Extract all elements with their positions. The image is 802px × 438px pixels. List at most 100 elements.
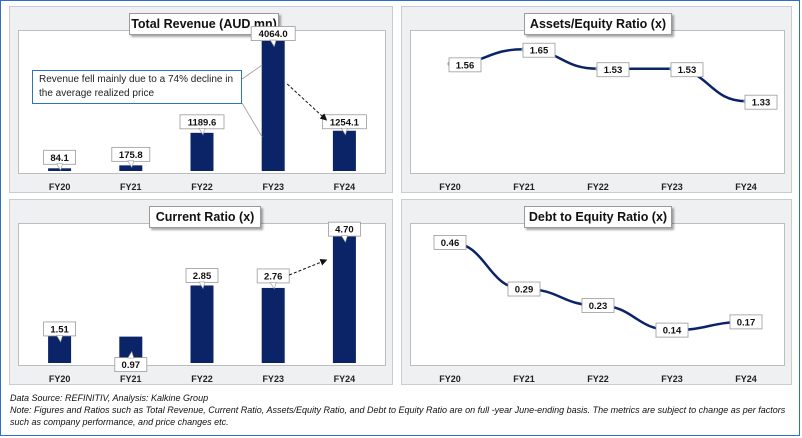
data-label-group: 2.85	[185, 268, 219, 290]
data-label-pointer	[340, 235, 348, 243]
data-label: 2.85	[193, 271, 212, 282]
data-label-pointer	[127, 350, 135, 359]
data-label-box	[670, 62, 704, 78]
data-label: 0.14	[663, 326, 682, 337]
data-label-group: 0.97	[114, 350, 148, 373]
x-tick-label: FY21	[120, 182, 142, 192]
current-ratio-chart-title: Current Ratio (x)	[149, 206, 261, 228]
data-label-group: 4.70	[327, 221, 361, 243]
data-label: 0.46	[441, 238, 460, 249]
assets-equity-plot-area	[410, 30, 785, 174]
x-tick-label: FY24	[334, 182, 356, 192]
data-label-group: 1.65	[522, 42, 556, 58]
revenue-panel: Total Revenue (AUD mn) FY20 FY21 FY22 FY23 F…	[9, 6, 393, 193]
x-tick-label: FY23	[262, 374, 284, 384]
bar	[119, 336, 143, 363]
data-label-box	[581, 298, 615, 313]
data-label-pointer	[198, 128, 206, 136]
data-label: 1.33	[752, 98, 771, 109]
data-label: 1.51	[50, 324, 69, 335]
data-label: 4.70	[335, 225, 354, 236]
bar	[261, 287, 285, 363]
data-label-box	[744, 94, 778, 110]
data-label-box	[448, 57, 482, 73]
data-label-pointer	[127, 160, 135, 169]
data-label-pointer	[198, 281, 206, 290]
x-tick-label: FY20	[439, 182, 461, 192]
data-label-group: 84.1	[43, 149, 76, 172]
data-label-group: 0.29	[507, 281, 541, 297]
x-tick-label: FY22	[191, 374, 213, 384]
x-tick-label: FY22	[587, 374, 609, 384]
x-tick-label: FY20	[49, 374, 71, 384]
x-tick-label: FY20	[439, 374, 461, 384]
data-label-group: 0.23	[581, 298, 615, 313]
data-label: 1.56	[456, 60, 475, 71]
data-label-group: 0.17	[729, 314, 763, 330]
annotation-leader-line	[241, 64, 263, 80]
bar	[261, 40, 285, 172]
x-tick-label: FY22	[191, 182, 213, 192]
data-label-pointer	[340, 127, 348, 136]
footnote-text: Note: Figures and Ratios such as Total R…	[10, 405, 786, 427]
revenue-chart: FY20 FY21 FY22 FY23 FY24 84.1 175.8 1189.6 4064.…	[43, 26, 367, 192]
data-label: 0.23	[589, 301, 608, 312]
data-label: 0.29	[515, 285, 534, 296]
data-label-group: 1189.6	[179, 114, 225, 136]
data-label-group: 0.14	[655, 322, 689, 338]
x-tick-label: FY23	[262, 182, 284, 192]
data-label-box	[596, 62, 630, 78]
x-tick-label: FY23	[661, 374, 683, 384]
x-tick-label: FY24	[334, 374, 356, 384]
data-label-group: 0.46	[433, 235, 467, 250]
x-tick-label: FY21	[120, 374, 142, 384]
revenue-chart-title: Total Revenue (AUD mn)	[129, 13, 279, 35]
data-label-pointer	[56, 163, 64, 172]
data-label: 1.53	[678, 65, 697, 76]
data-label-box	[522, 42, 556, 58]
assets-equity-chart: FY20 FY21 FY22 FY23 FY24 1.56 1.65 1.53 1.53 1.33	[439, 42, 778, 192]
bar	[190, 285, 214, 363]
assets-equity-panel: Assets/Equity Ratio (x) FY20 FY21 FY22 FY23…	[401, 6, 792, 193]
data-label-group: 1.51	[43, 321, 76, 343]
data-label: 0.17	[737, 317, 756, 328]
debt-equity-panel: Debt to Equity Ratio (x) FY20 FY21 FY22 FY2…	[401, 199, 792, 385]
data-label-box	[655, 322, 689, 338]
data-label-box	[433, 235, 467, 250]
bar	[332, 130, 356, 171]
x-tick-label: FY24	[735, 374, 757, 384]
data-label-group: 1254.1	[321, 114, 367, 136]
data-label-group: 1.53	[670, 62, 704, 78]
data-label-group: 2.76	[256, 268, 290, 290]
x-tick-label: FY20	[49, 182, 71, 192]
debt-equity-chart-title: Debt to Equity Ratio (x)	[524, 206, 672, 228]
bar	[190, 132, 214, 171]
annotation-leader-line	[241, 102, 263, 138]
data-label-pointer	[269, 39, 277, 48]
debt-equity-chart: FY20 FY21 FY22 FY23 FY24 0.46 0.29 0.23 0.14 0.17	[433, 235, 763, 384]
bar	[332, 235, 356, 363]
data-label: 1189.6	[188, 117, 217, 128]
data-label-group: 4064.0	[250, 26, 296, 48]
trend-arrow	[289, 258, 328, 276]
data-label-pointer	[269, 282, 277, 290]
data-label: 1.65	[530, 46, 549, 57]
x-tick-label: FY21	[513, 182, 535, 192]
data-label-group: 175.8	[111, 146, 151, 169]
series-line	[449, 241, 747, 332]
x-tick-label: FY24	[735, 182, 757, 192]
data-label: 4064.0	[259, 29, 288, 40]
data-label: 1254.1	[330, 117, 360, 128]
trend-arrow	[286, 83, 328, 121]
data-label: 175.8	[119, 150, 143, 161]
assets-equity-chart-title: Assets/Equity Ratio (x)	[524, 13, 672, 35]
data-label: 84.1	[50, 153, 69, 164]
data-label-pointer	[56, 335, 64, 343]
current-ratio-chart: FY20 FY21 FY22 FY23 FY24 1.51 0.97 2.85 2.76 4.70	[43, 221, 361, 384]
data-label: 1.53	[604, 65, 623, 76]
data-label-group: 1.33	[744, 94, 778, 110]
data-label-group: 1.56	[448, 57, 482, 73]
current-ratio-panel: Current Ratio (x) FY20 FY21 FY22 FY23 FY24 1.…	[9, 199, 393, 385]
data-label-box	[507, 281, 541, 297]
